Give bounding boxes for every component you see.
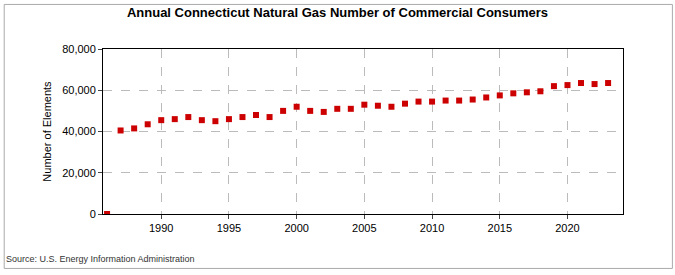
svg-text:2015: 2015 xyxy=(488,222,512,234)
svg-text:Number of Elements: Number of Elements xyxy=(41,81,53,182)
svg-text:1995: 1995 xyxy=(217,222,241,234)
svg-text:Annual Connecticut Natural Gas: Annual Connecticut Natural Gas Number of… xyxy=(127,5,548,20)
svg-text:20,000: 20,000 xyxy=(62,167,96,179)
svg-text:1990: 1990 xyxy=(149,222,173,234)
svg-text:2000: 2000 xyxy=(284,222,308,234)
svg-text:2010: 2010 xyxy=(420,222,444,234)
svg-text:0: 0 xyxy=(90,208,96,220)
svg-text:40,000: 40,000 xyxy=(62,125,96,137)
svg-text:60,000: 60,000 xyxy=(62,84,96,96)
svg-text:80,000: 80,000 xyxy=(62,43,96,55)
svg-text:2020: 2020 xyxy=(555,222,579,234)
svg-text:2005: 2005 xyxy=(352,222,376,234)
svg-text:Source: U.S. Energy Informatio: Source: U.S. Energy Information Administ… xyxy=(6,254,195,264)
